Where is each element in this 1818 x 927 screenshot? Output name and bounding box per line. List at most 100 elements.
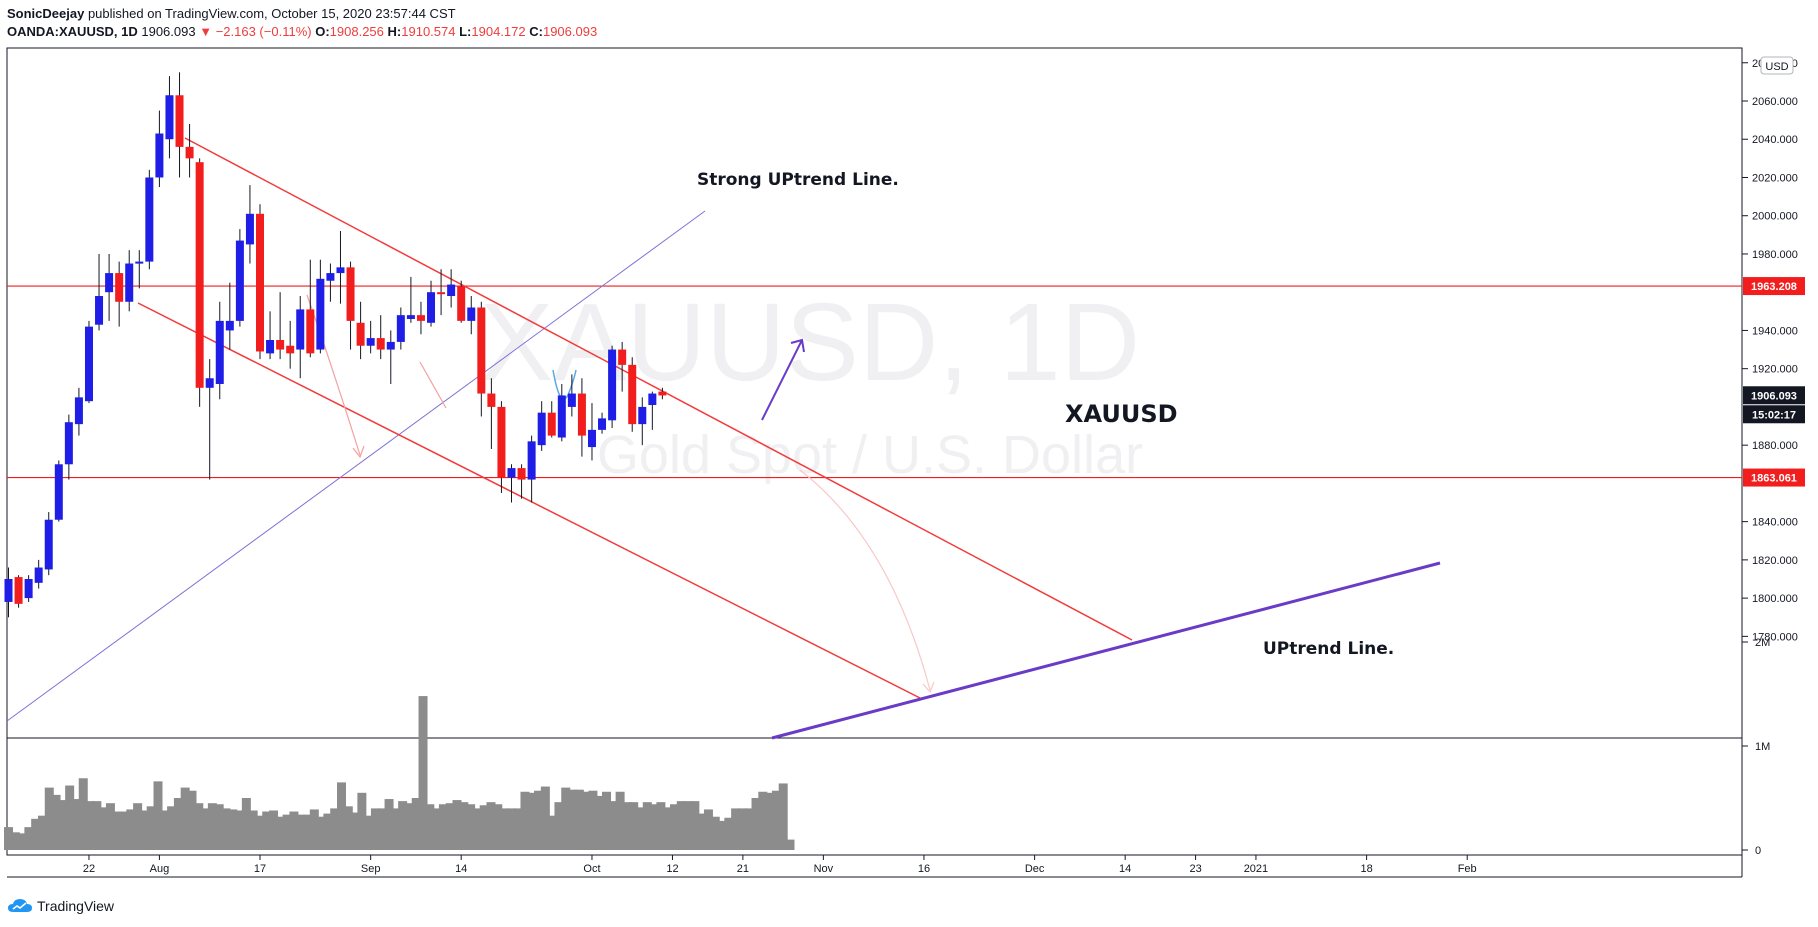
candle[interactable] [587, 403, 596, 461]
candle[interactable] [366, 320, 375, 354]
candle[interactable] [628, 357, 637, 432]
candle[interactable] [497, 401, 506, 493]
candle[interactable] [205, 359, 214, 480]
candle[interactable] [326, 263, 335, 302]
candle[interactable] [416, 301, 425, 335]
candle[interactable] [648, 391, 657, 430]
volume-bar [343, 806, 353, 850]
candle[interactable] [266, 311, 275, 360]
candle[interactable] [467, 296, 476, 335]
candle[interactable] [547, 401, 556, 438]
author-name[interactable]: SonicDeejay [7, 6, 85, 21]
candle[interactable] [557, 383, 566, 442]
candle[interactable] [356, 301, 365, 360]
candle[interactable] [316, 259, 325, 354]
high-label: H: [387, 24, 402, 39]
strong-uptrend-annotation[interactable]: Strong UPtrend Line. [697, 170, 899, 190]
candle[interactable] [658, 387, 667, 400]
candle[interactable] [386, 330, 395, 384]
candle-body [276, 340, 285, 350]
candle[interactable] [537, 401, 546, 451]
candle[interactable] [406, 276, 415, 323]
candle[interactable] [296, 296, 305, 379]
symbol-label[interactable]: OANDA:XAUUSD, 1D [7, 24, 138, 39]
candle[interactable] [225, 282, 234, 350]
strong-uptrend-line[interactable] [6, 210, 706, 722]
candle[interactable] [577, 378, 586, 457]
uptrend-line[interactable] [771, 561, 1441, 740]
candle[interactable] [24, 575, 33, 602]
price-axis[interactable]: 2080.0002060.0002040.0002020.0002000.000… [1742, 58, 1805, 644]
publish-info: SonicDeejay published on TradingView.com… [7, 6, 597, 22]
candle[interactable] [376, 315, 385, 360]
candle-body [527, 441, 536, 480]
volume-bar [479, 805, 489, 850]
candles[interactable] [4, 72, 667, 618]
candle[interactable] [215, 301, 224, 400]
candle[interactable] [286, 320, 295, 369]
candle[interactable] [54, 460, 63, 522]
candle[interactable] [527, 435, 536, 503]
swing-segment [419, 361, 447, 409]
uptrend-annotation[interactable]: UPtrend Line. [1263, 639, 1394, 659]
price-badge [1743, 277, 1805, 296]
candle[interactable] [125, 250, 134, 312]
candle[interactable] [235, 229, 244, 327]
candle[interactable] [477, 301, 486, 417]
candle[interactable] [135, 250, 144, 289]
candle[interactable] [638, 397, 647, 446]
candle[interactable] [437, 269, 446, 316]
candle[interactable] [276, 292, 285, 360]
tradingview-logo[interactable]: TradingView [7, 898, 114, 914]
candle[interactable] [84, 320, 93, 404]
candle[interactable] [608, 345, 617, 428]
candle[interactable] [457, 280, 466, 323]
candle[interactable] [175, 72, 184, 178]
candle[interactable] [115, 261, 124, 327]
volume-bar [398, 801, 408, 850]
horizontal-levels[interactable] [7, 285, 1742, 479]
candle[interactable] [346, 261, 355, 350]
candle[interactable] [598, 412, 607, 434]
trend-drawings[interactable] [6, 137, 1441, 740]
candle[interactable] [145, 169, 154, 270]
candle-body [477, 307, 486, 394]
candle[interactable] [336, 231, 345, 304]
candle[interactable] [64, 414, 73, 480]
symbol-annotation[interactable]: XAUUSD [1065, 400, 1178, 428]
candle[interactable] [34, 559, 43, 589]
candle[interactable] [567, 374, 576, 417]
candle[interactable] [4, 567, 13, 618]
candle[interactable] [517, 464, 526, 499]
candle[interactable] [105, 253, 114, 321]
candle[interactable] [95, 253, 104, 331]
candle[interactable] [618, 341, 627, 392]
channel-lower-line[interactable] [137, 302, 921, 699]
candle[interactable] [165, 76, 174, 159]
candle-body [557, 395, 566, 438]
candle[interactable] [507, 464, 516, 503]
candle[interactable] [195, 158, 204, 407]
projection-curve-down [799, 469, 931, 691]
candle[interactable] [74, 387, 83, 436]
volume-bar [785, 839, 795, 850]
candle[interactable] [44, 512, 53, 576]
candle[interactable] [14, 575, 23, 608]
candle[interactable] [396, 307, 405, 350]
candle[interactable] [427, 280, 436, 327]
candle-body [427, 292, 436, 323]
currency-badge[interactable]: USD [1760, 56, 1794, 75]
candle[interactable] [447, 269, 456, 308]
candle[interactable] [245, 185, 254, 264]
candle[interactable] [155, 110, 164, 188]
candle[interactable] [185, 123, 194, 178]
candle[interactable] [306, 259, 315, 358]
channel-upper-line[interactable] [184, 137, 1133, 641]
candle[interactable] [487, 378, 496, 449]
candle[interactable] [256, 204, 264, 360]
projection-arrow-up[interactable] [761, 339, 803, 421]
time-axis[interactable]: 22 Aug 17 Sep 14 Oct 12 21 Nov 16 Dec 14 23 2021 18 Feb [83, 855, 1477, 875]
volume-bar [323, 813, 333, 850]
volume-bar [411, 798, 421, 850]
